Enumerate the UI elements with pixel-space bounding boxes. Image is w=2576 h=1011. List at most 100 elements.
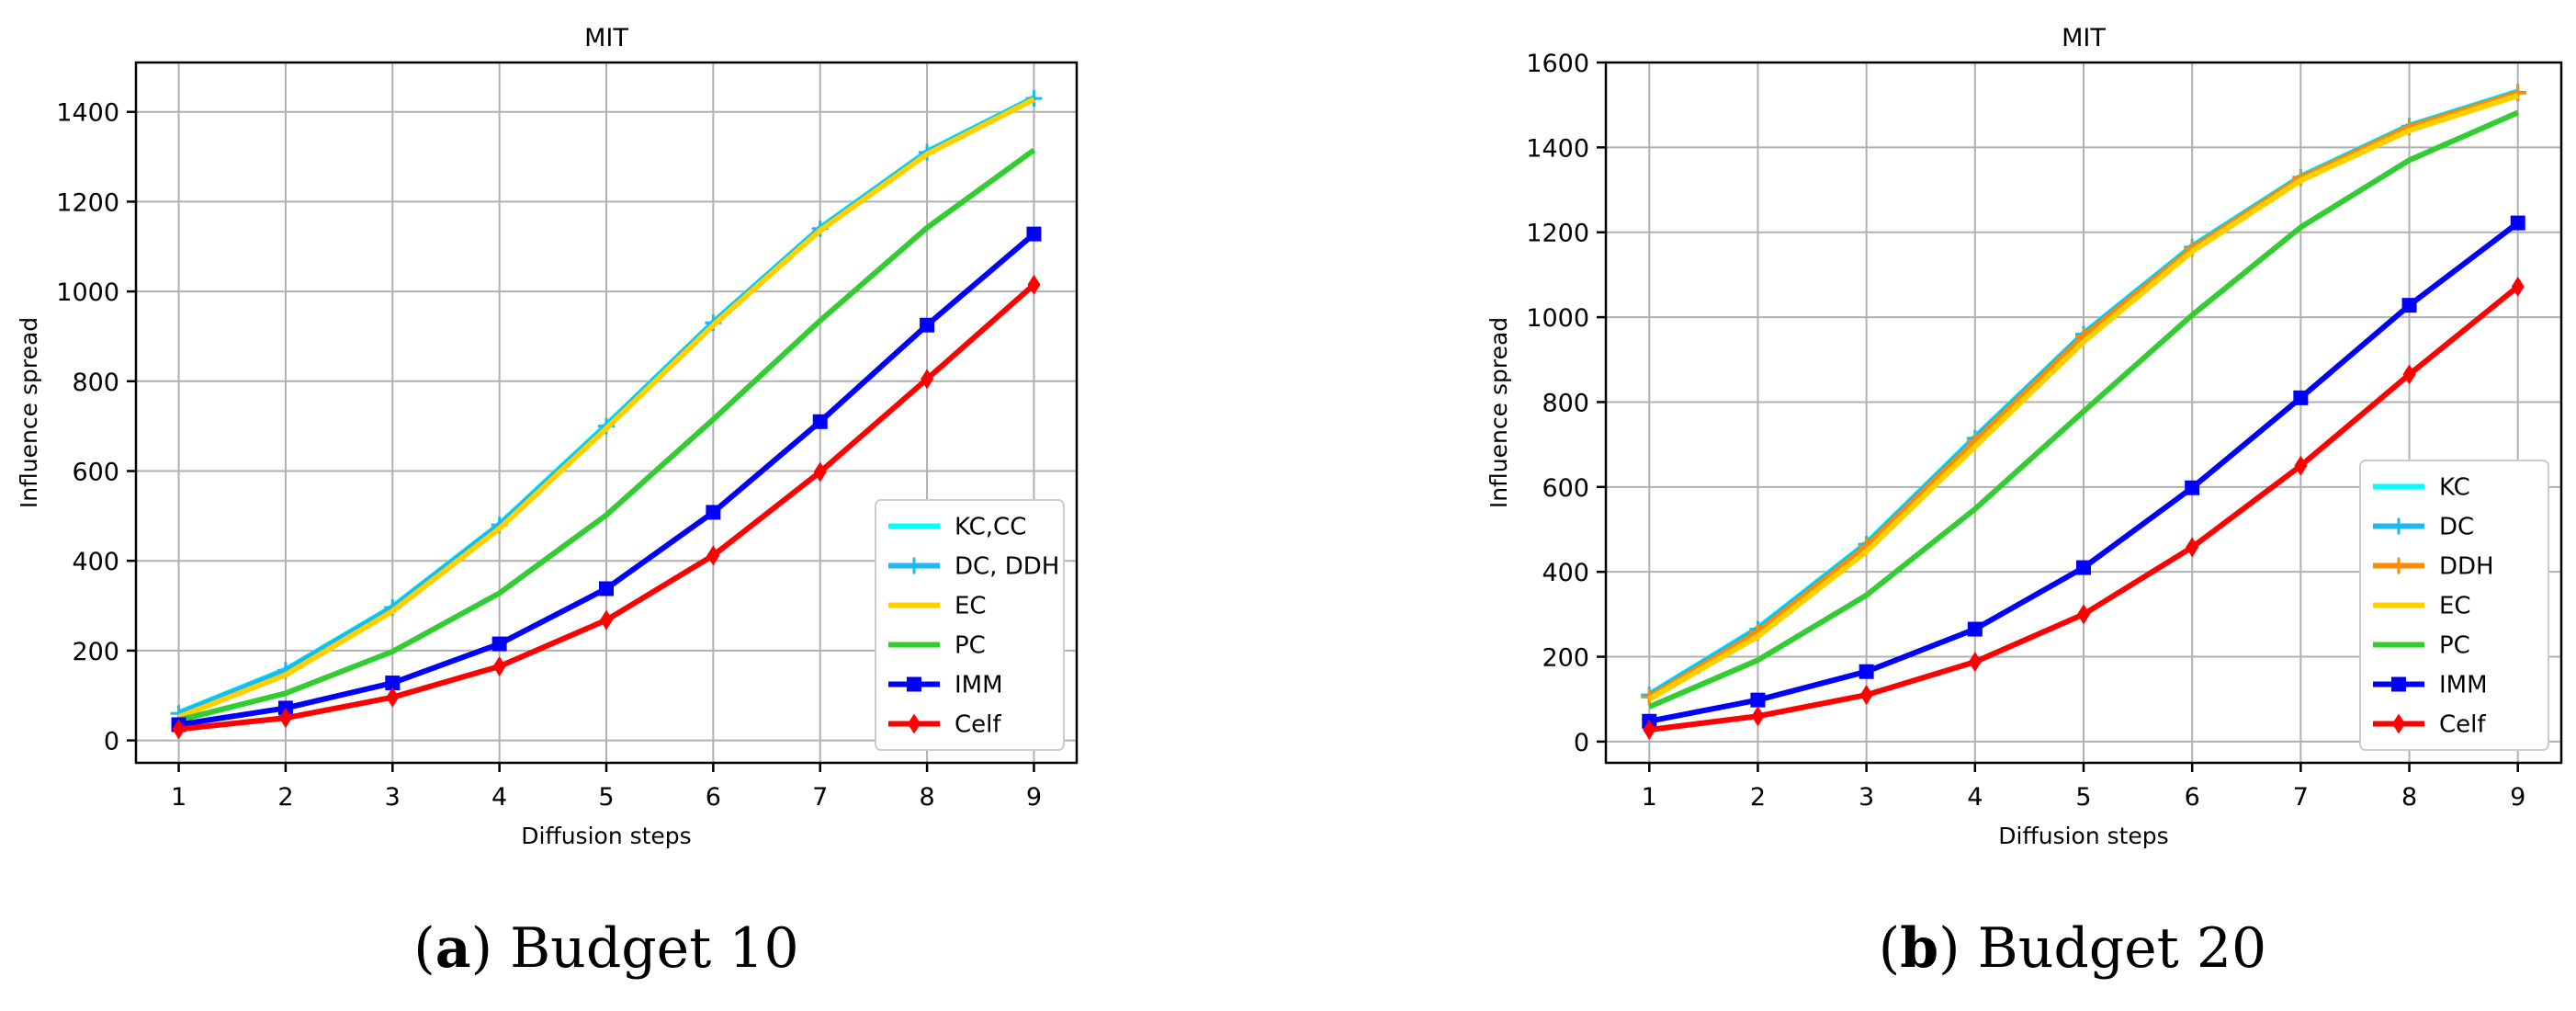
y-tick-label: 0 [104,728,119,756]
y-tick-label: 800 [72,369,119,397]
legend-item: PC [888,632,986,660]
data-point [812,414,828,429]
legend-item: DC [2373,514,2474,541]
series-line [1647,93,2519,702]
legend-item: Celf [888,711,1001,739]
legend-item: EC [888,593,987,620]
legend-label: EC [2439,593,2471,620]
data-point [2077,604,2090,625]
data-point [921,369,934,390]
legend-label: DC, DDH [955,553,1059,581]
legend-marker [908,713,921,734]
caption-b-label: b [1900,916,1938,981]
x-tick-label: 8 [919,783,934,812]
series-celf [172,274,1041,740]
legend-label: Celf [955,711,1001,739]
legend-label: IMM [955,672,1003,699]
x-tick-label: 1 [171,783,186,812]
legend-item: DDH [2373,553,2494,581]
data-point [2185,480,2200,495]
x-tick-label: 5 [598,783,614,812]
legend: KC,CC DC, DDH EC PC IMM Celf [875,499,1065,751]
x-tick-label: 1 [1642,783,1657,812]
data-point [1027,274,1041,295]
chart-budget-10: 1 2 3 4 5 6 7 8 9 0 200 400 600 800 1000 1200 1400 MIT Dif… [16,24,1079,849]
y-tick-label: 1600 [1526,50,1589,78]
y-tick-label: 1400 [56,99,119,128]
data-point [600,609,613,630]
y-tick-label: 1400 [1526,134,1589,163]
data-point [2509,85,2526,102]
legend-marker [2392,713,2405,734]
x-tick-label: 9 [2510,783,2525,812]
x-tick-label: 7 [2293,783,2309,812]
y-axis-label: Influence spread [1486,317,1512,508]
legend-box [2359,460,2549,751]
x-tick-label: 3 [385,783,401,812]
data-point [1026,226,1042,242]
legend-label: KC,CC [955,514,1026,541]
legend-item: KC [2373,474,2470,502]
legend-item: IMM [888,672,1003,699]
data-point [599,581,614,596]
series-celf [1643,276,2525,740]
y-tick-label: 1000 [56,278,119,307]
y-tick-label: 400 [1542,559,1589,587]
data-point [491,636,507,652]
legend-label: DC [2439,514,2474,541]
x-axis-label: Diffusion steps [1998,823,2168,849]
data-point [385,676,401,691]
legend-marker [907,676,921,692]
legend-box [875,499,1065,751]
data-point [1859,685,1873,706]
x-tick-label: 5 [2075,783,2091,812]
x-axis-label: Diffusion steps [521,823,691,849]
x-tick-label: 7 [812,783,828,812]
series-ec [177,97,1035,720]
legend-label: PC [2439,632,2470,660]
data-point [2511,276,2525,297]
x-tick-label: 8 [2401,783,2417,812]
data-point [2401,298,2417,313]
series-line [1648,109,2519,710]
data-point [492,655,506,676]
y-tick-label: 600 [72,459,119,487]
legend-label: PC [955,632,986,660]
x-tick-label: 6 [2185,783,2200,812]
legend-marker [906,557,922,574]
data-point [813,461,827,483]
y-axis-label: Influence spread [16,317,42,508]
data-point [706,545,720,566]
legend-item: KC,CC [888,514,1026,541]
x-tick-label: 4 [491,783,507,812]
data-point [386,687,400,708]
data-point [1025,90,1043,108]
y-tick-label: 200 [72,638,119,666]
data-point [1968,652,1982,673]
legend-marker [2390,517,2407,535]
caption-a-label: a [435,916,471,981]
data-point [1643,719,1656,740]
y-tick-label: 1000 [1526,304,1589,333]
caption-a: (a) Budget 10 [413,916,798,981]
legend-label: DDH [2439,553,2494,581]
data-point [920,317,935,333]
y-tick-label: 0 [1574,729,1589,757]
legend: KC DC DDH EC PC IMM Celf [2359,460,2549,751]
data-point [2076,560,2091,575]
caption-b: (b) Budget 20 [1879,916,2266,981]
chart-title: MIT [584,24,628,52]
x-tick-label: 4 [1967,783,1983,812]
legend-marker [2391,676,2406,692]
series-ec [1647,93,2519,702]
legend-label: EC [955,593,987,620]
x-tick-label: 2 [277,783,293,812]
y-tick-label: 600 [1542,474,1589,503]
data-point [172,719,186,740]
caption-b-text: ) Budget 20 [1938,916,2266,981]
legend-label: KC [2439,474,2470,502]
data-point [1751,706,1765,727]
y-tick-label: 400 [72,548,119,576]
series-pc [1648,109,2519,710]
